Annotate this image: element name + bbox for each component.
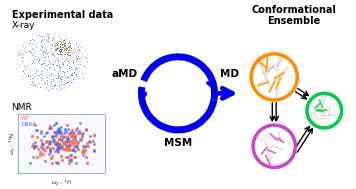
Text: MSM: MSM	[164, 138, 192, 148]
Text: D66A: D66A	[21, 122, 36, 127]
Text: WT: WT	[21, 116, 30, 122]
Text: $\omega_1$ - $^{15}$N: $\omega_1$ - $^{15}$N	[7, 132, 17, 155]
Text: $\omega_2$ - $^1$H: $\omega_2$ - $^1$H	[51, 178, 72, 188]
FancyBboxPatch shape	[18, 114, 105, 173]
Text: Experimental data: Experimental data	[11, 10, 113, 20]
Text: Conformational
Ensemble: Conformational Ensemble	[251, 5, 336, 26]
Text: aMD: aMD	[111, 69, 137, 79]
Text: NMR: NMR	[11, 103, 32, 112]
Text: X-ray: X-ray	[11, 21, 35, 30]
Text: MD: MD	[220, 69, 239, 79]
